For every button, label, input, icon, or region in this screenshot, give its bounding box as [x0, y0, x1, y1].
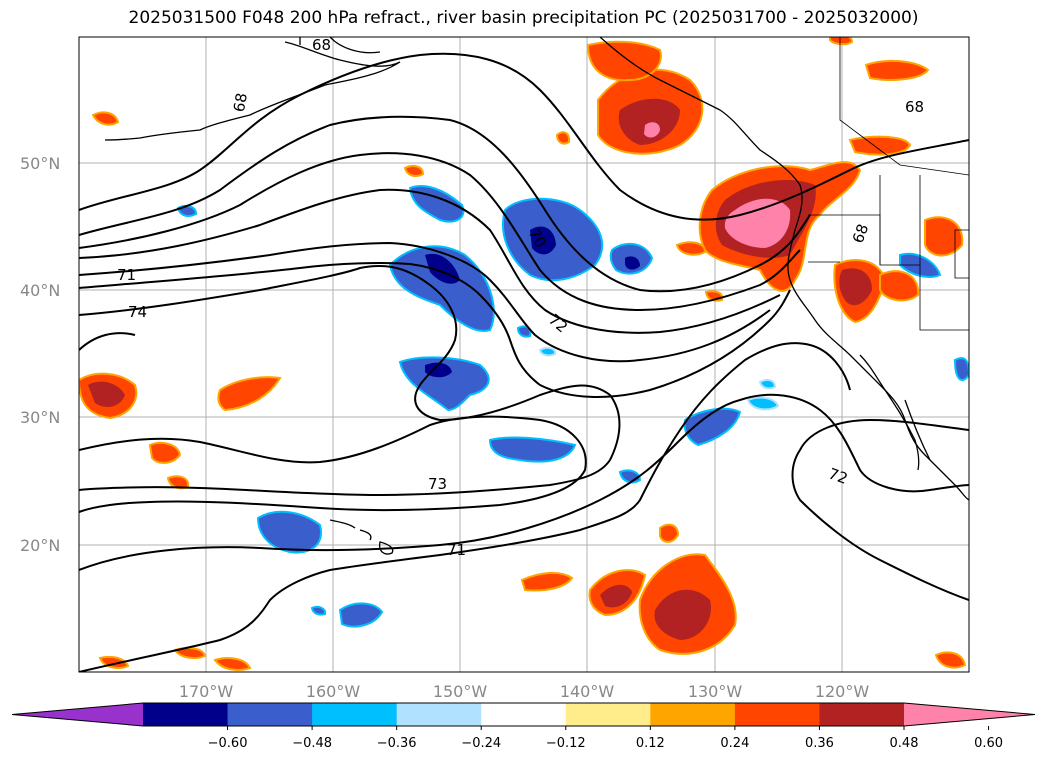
lon-label-150w: 150°W [433, 682, 488, 701]
colorbar-segment [565, 703, 651, 726]
colorbar-tick-label: 0.36 [805, 736, 834, 751]
contour-label-68-d: 68 [849, 221, 872, 245]
colorbar-tick-label: 0.12 [636, 736, 665, 751]
lon-label-130w: 130°W [688, 682, 743, 701]
contour-label-71-a: 71 [117, 266, 136, 284]
positive-precip-areas [79, 37, 967, 671]
colorbar-extend-min [12, 703, 143, 726]
colorbar-segment [227, 703, 313, 726]
gridlines [79, 37, 969, 672]
colorbar-segment [650, 703, 736, 726]
colorbar-outline [11, 702, 1036, 727]
contour-label-68-b: 68 [230, 92, 251, 114]
colorbar-tick-label: −0.36 [377, 736, 417, 751]
colorbar-tick-label: −0.12 [546, 736, 586, 751]
map-panel [79, 37, 969, 672]
colorbar-segment [734, 703, 820, 726]
map-title: 2025031500 F048 200 hPa refract., river … [128, 8, 919, 28]
lon-label-140w: 140°W [560, 682, 615, 701]
colorbar-segment [396, 703, 482, 726]
contour-label-72-b: 72 [826, 464, 850, 487]
colorbar-tick-label: −0.60 [208, 736, 248, 751]
coastlines [104, 37, 969, 555]
refractivity-contours [79, 52, 969, 672]
colorbar-segment [312, 703, 398, 726]
colorbar-tick-label: 0.48 [890, 736, 919, 751]
lon-label-170w: 170°W [179, 682, 234, 701]
colorbar-tick-label: −0.48 [292, 736, 332, 751]
lon-label-120w: 120°W [815, 682, 870, 701]
contour-label-71-b: 71 [447, 541, 466, 559]
lat-label-30n: 30°N [20, 408, 60, 427]
colorbar-extend-max [904, 703, 1035, 726]
lat-label-40n: 40°N [20, 281, 60, 300]
lat-label-50n: 50°N [20, 154, 60, 173]
colorbar-segment [143, 703, 229, 726]
colorbar: −0.60 −0.48 −0.36 −0.24 −0.12 0.12 0.24 0.36 0.4… [11, 702, 1036, 751]
lon-label-160w: 160°W [306, 682, 361, 701]
contour-label-73: 73 [428, 475, 447, 493]
colorbar-tick-label: −0.24 [461, 736, 501, 751]
contour-label-68-c: 68 [905, 98, 924, 116]
contour-label-68-a: 68 [312, 36, 331, 54]
colorbar-segment [819, 703, 905, 726]
colorbar-segment [481, 703, 567, 726]
colorbar-tick-label: 0.60 [974, 736, 1003, 751]
map-frame [78, 36, 970, 673]
lat-label-20n: 20°N [20, 536, 60, 555]
colorbar-tick-label: 0.24 [720, 736, 749, 751]
state-borders [808, 37, 969, 331]
contour-label-74: 74 [128, 303, 147, 321]
